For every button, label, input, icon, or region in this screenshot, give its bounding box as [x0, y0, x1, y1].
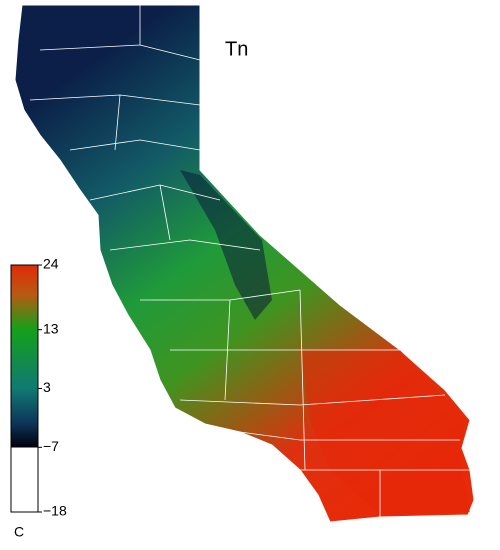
- county-lines: [29, 5, 470, 517]
- colorbar: [10, 264, 39, 513]
- colorbar-tick-label: 13: [43, 320, 59, 336]
- desert-shading: [300, 350, 470, 515]
- colorbar-tick-label: −7: [43, 438, 59, 454]
- colorbar-tick-label: 3: [43, 379, 51, 395]
- colorbar-tick-label: 24: [43, 256, 59, 272]
- colorbar-tick-label: −18: [43, 503, 67, 519]
- legend-unit: C: [14, 524, 24, 540]
- map-title: Tn: [225, 38, 248, 60]
